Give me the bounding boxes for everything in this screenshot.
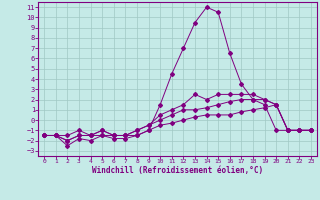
X-axis label: Windchill (Refroidissement éolien,°C): Windchill (Refroidissement éolien,°C) bbox=[92, 166, 263, 175]
